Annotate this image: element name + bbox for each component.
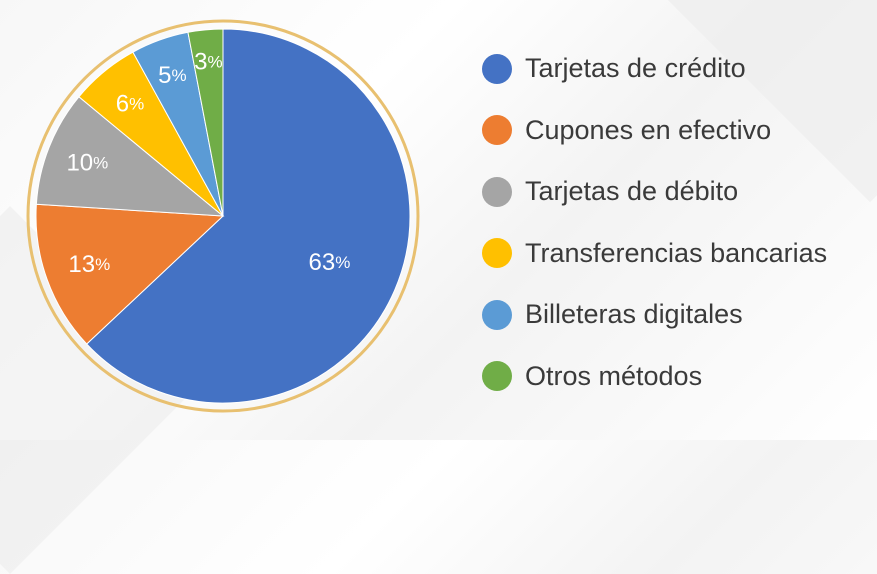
slice-data-label: 10% [66,149,108,176]
legend-item: Otros métodos [482,346,827,408]
pie-slice [35,203,225,345]
chart-legend: Tarjetas de crédito Cupones en efectivo … [482,38,827,407]
legend-label: Tarjetas de débito [525,176,739,207]
pie-slice [187,28,224,217]
slice-data-label: 13% [68,251,110,278]
legend-item: Cupones en efectivo [482,100,827,162]
pie-outer-ring [26,19,420,413]
legend-item: Tarjetas de débito [482,161,827,223]
legend-label: Billeteras digitales [525,299,743,330]
slice-data-label: 63% [308,249,350,276]
legend-swatch [482,299,512,330]
legend-item: Billeteras digitales [482,284,827,346]
slice-data-label: 3% [194,48,222,75]
pie-slice [85,28,411,404]
pie-chart: 63% 13% 10% 6% 5% 3% [26,19,420,413]
legend-swatch [482,53,512,84]
pie-slice [35,96,225,217]
slice-data-label: 6% [116,90,144,117]
legend-label: Cupones en efectivo [525,114,772,145]
legend-item: Tarjetas de crédito [482,38,827,100]
legend-swatch [482,238,512,269]
legend-label: Tarjetas de crédito [525,53,746,84]
legend-label: Otros métodos [525,360,703,391]
legend-swatch [482,115,512,146]
legend-swatch [482,176,512,207]
legend-label: Transferencias bancarias [525,237,828,268]
legend-swatch [482,361,512,392]
legend-item: Transferencias bancarias [482,223,827,285]
slice-data-label: 5% [158,62,186,89]
